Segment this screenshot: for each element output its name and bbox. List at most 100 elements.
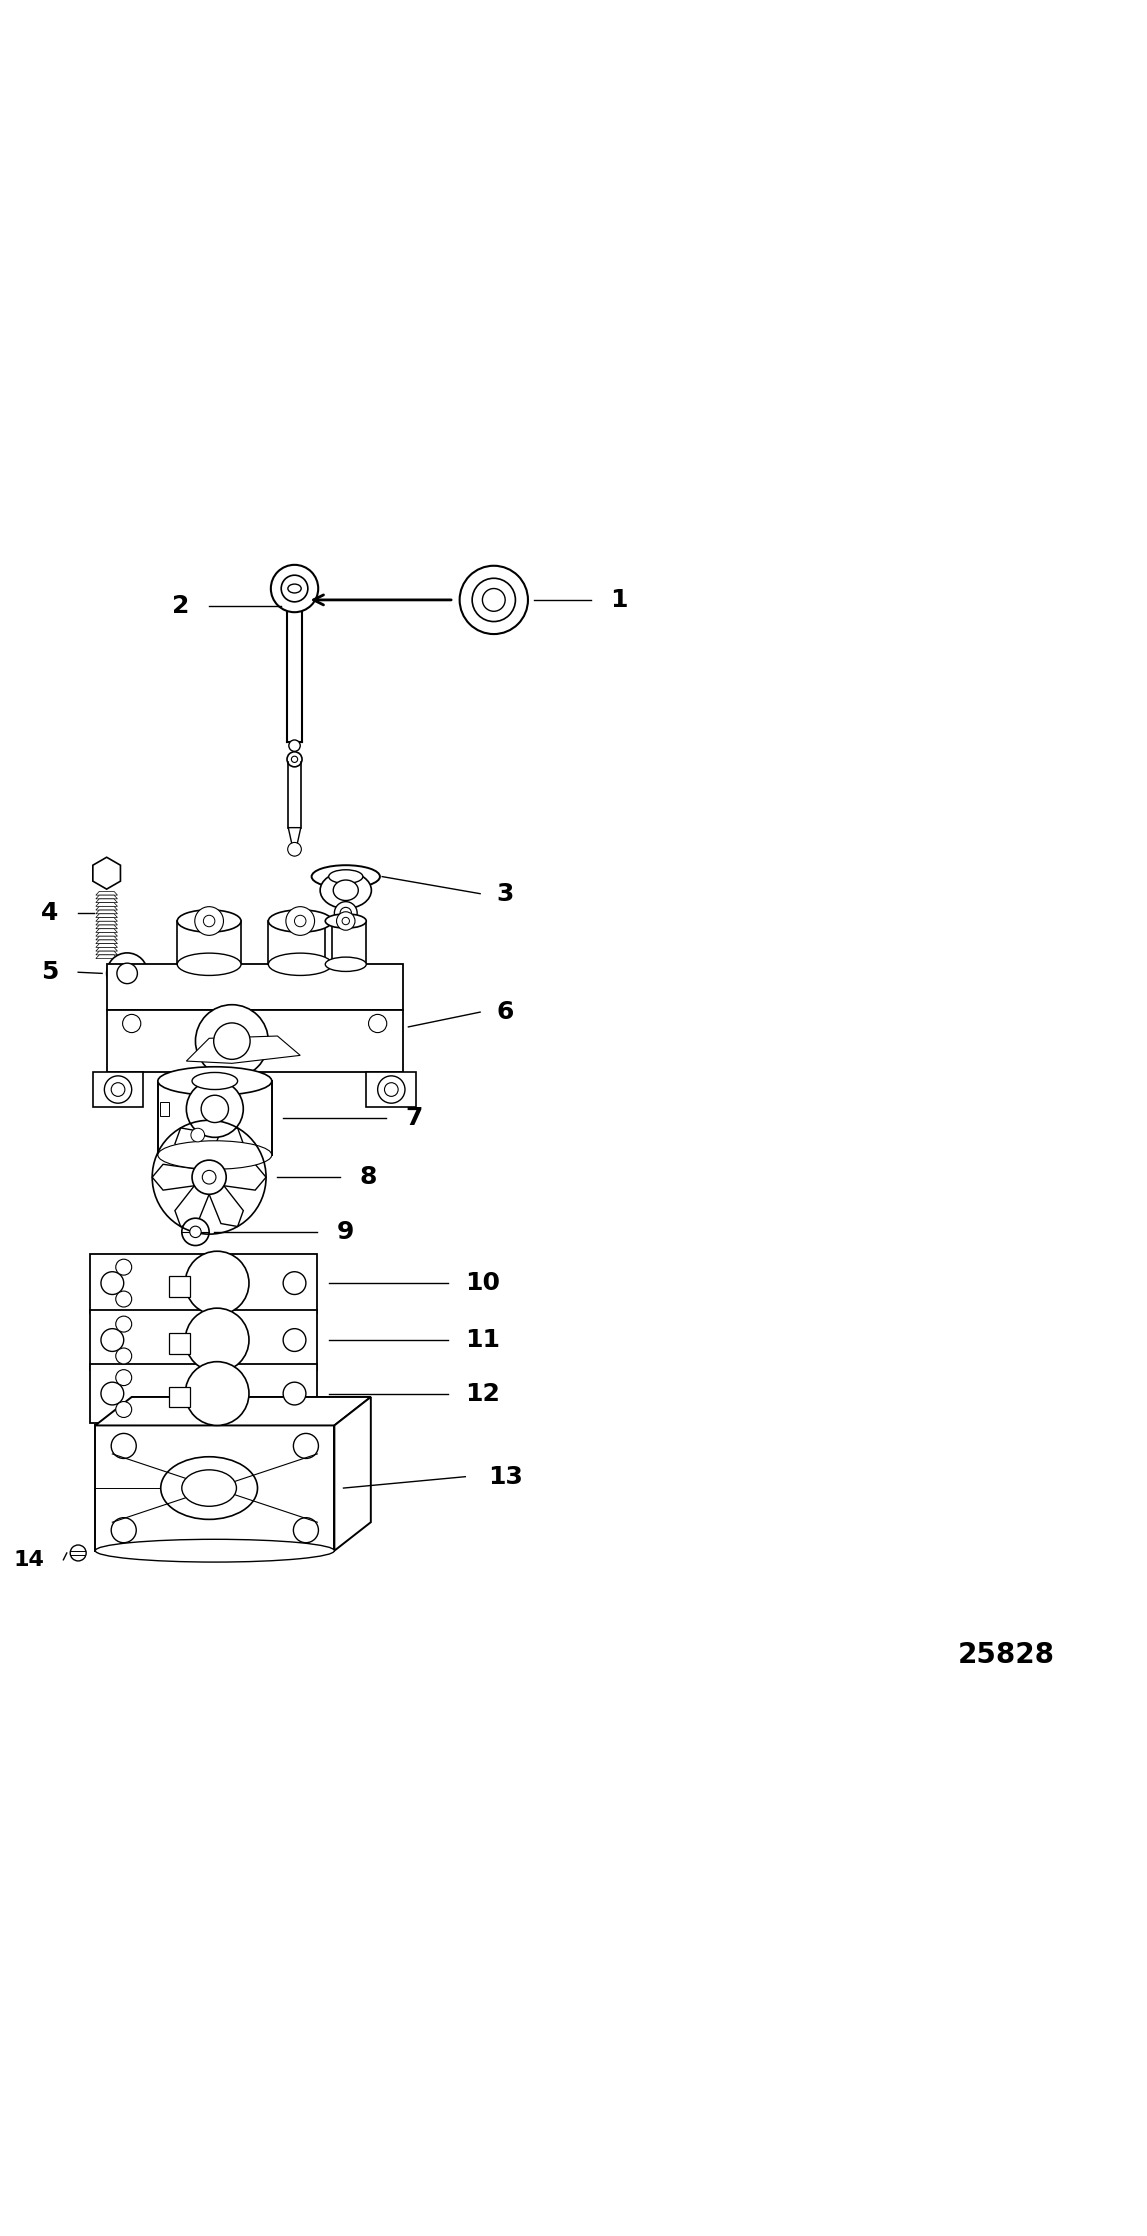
Polygon shape (174, 1185, 209, 1228)
Text: 6: 6 (497, 999, 514, 1024)
Circle shape (294, 1433, 319, 1458)
Circle shape (335, 901, 357, 923)
Circle shape (460, 566, 528, 635)
Polygon shape (96, 948, 117, 950)
Polygon shape (93, 1073, 143, 1107)
Circle shape (195, 1004, 268, 1078)
Circle shape (286, 906, 314, 935)
Circle shape (116, 1290, 132, 1308)
Polygon shape (107, 1011, 403, 1073)
Bar (170, 1386, 189, 1406)
Circle shape (123, 1015, 141, 1033)
Circle shape (111, 1082, 125, 1096)
Circle shape (294, 1518, 319, 1543)
Circle shape (116, 1259, 132, 1275)
Ellipse shape (326, 915, 366, 928)
Circle shape (116, 1348, 132, 1364)
Circle shape (111, 1433, 136, 1458)
Circle shape (186, 1080, 243, 1138)
Circle shape (104, 1076, 132, 1102)
Polygon shape (96, 939, 117, 944)
Ellipse shape (178, 953, 241, 975)
Polygon shape (366, 1073, 416, 1107)
Circle shape (117, 964, 138, 984)
Text: 13: 13 (487, 1465, 523, 1489)
Polygon shape (96, 899, 117, 903)
Circle shape (281, 575, 307, 601)
Circle shape (483, 588, 505, 610)
Circle shape (116, 1402, 132, 1418)
Text: 12: 12 (465, 1382, 500, 1406)
Circle shape (368, 1015, 387, 1033)
Ellipse shape (268, 953, 333, 975)
Polygon shape (96, 932, 117, 937)
Text: 9: 9 (337, 1221, 354, 1243)
Circle shape (101, 1382, 124, 1404)
Text: 25828: 25828 (958, 1641, 1055, 1670)
Circle shape (101, 1328, 124, 1351)
Circle shape (473, 579, 515, 622)
Circle shape (195, 906, 224, 935)
Text: 11: 11 (465, 1328, 500, 1353)
Circle shape (271, 566, 318, 613)
Ellipse shape (312, 865, 380, 888)
Polygon shape (96, 906, 117, 910)
Polygon shape (96, 928, 117, 932)
Ellipse shape (192, 1073, 237, 1089)
Polygon shape (107, 964, 403, 1011)
Polygon shape (174, 1127, 209, 1169)
Circle shape (288, 843, 302, 856)
Text: 5: 5 (41, 959, 58, 984)
Polygon shape (96, 892, 117, 894)
Polygon shape (96, 937, 117, 939)
Bar (158, 1080, 272, 1156)
Polygon shape (335, 1398, 370, 1552)
Text: 4: 4 (41, 901, 58, 926)
Polygon shape (95, 1398, 370, 1424)
Ellipse shape (320, 872, 372, 908)
Polygon shape (224, 1165, 266, 1190)
Circle shape (185, 1252, 249, 1315)
Ellipse shape (334, 881, 358, 901)
Polygon shape (209, 1127, 243, 1169)
Circle shape (377, 1076, 405, 1102)
Ellipse shape (268, 910, 333, 932)
Polygon shape (96, 903, 117, 906)
Text: 2: 2 (172, 593, 189, 617)
Circle shape (116, 1371, 132, 1386)
Circle shape (203, 915, 214, 926)
Circle shape (101, 1272, 124, 1295)
Circle shape (185, 1362, 249, 1424)
Polygon shape (209, 1185, 243, 1228)
Text: 8: 8 (360, 1165, 377, 1190)
Polygon shape (93, 856, 120, 890)
Circle shape (289, 740, 301, 751)
Circle shape (190, 1129, 204, 1143)
Bar (89, 1254, 318, 1313)
Circle shape (107, 953, 148, 993)
Ellipse shape (326, 957, 366, 970)
Ellipse shape (181, 1469, 236, 1507)
Circle shape (213, 1022, 250, 1060)
Ellipse shape (95, 1538, 335, 1563)
Ellipse shape (161, 1456, 258, 1520)
Circle shape (342, 917, 350, 926)
Ellipse shape (178, 910, 241, 932)
Text: 3: 3 (497, 881, 514, 906)
Bar (89, 1310, 318, 1371)
Polygon shape (96, 926, 117, 928)
Bar (170, 1277, 189, 1297)
Ellipse shape (329, 870, 362, 883)
Polygon shape (96, 944, 117, 948)
Circle shape (202, 1169, 216, 1185)
Circle shape (340, 908, 351, 919)
Circle shape (287, 751, 302, 767)
Circle shape (384, 1082, 398, 1096)
Circle shape (192, 1160, 226, 1194)
Circle shape (336, 912, 354, 930)
Polygon shape (288, 827, 301, 856)
Polygon shape (96, 894, 117, 899)
Polygon shape (95, 1424, 335, 1552)
Text: 1: 1 (610, 588, 627, 613)
Polygon shape (96, 910, 117, 915)
